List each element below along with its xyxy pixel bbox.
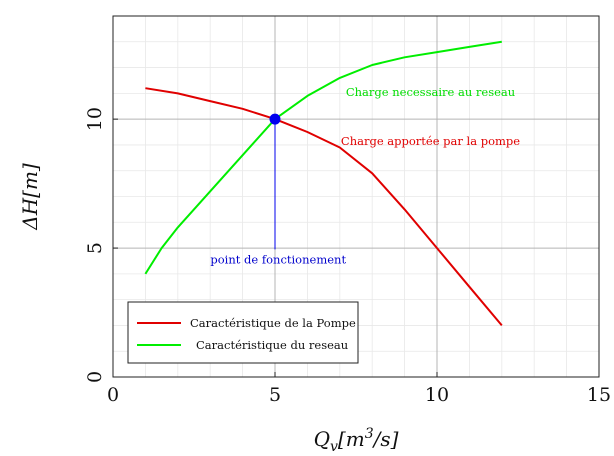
legend-box bbox=[127, 301, 359, 364]
y-tick-label: 0 bbox=[84, 371, 106, 383]
minor-grid bbox=[113, 15, 599, 377]
series-layer bbox=[144, 40, 503, 327]
ticks-layer: 0 5 10 15 0 5 10 bbox=[84, 107, 611, 406]
x-tick-label: 15 bbox=[587, 384, 611, 406]
y-tick-label: 10 bbox=[84, 107, 106, 131]
legend: Caractéristique de la Pompe Caractéristi… bbox=[127, 301, 359, 364]
y-axis-title: ΔH[m] bbox=[18, 163, 42, 231]
x-tick-label: 5 bbox=[269, 384, 281, 406]
operating-point-marker bbox=[269, 113, 281, 125]
x-tick-label: 10 bbox=[425, 384, 449, 406]
annotations-layer: Charge necessaire au reseau Charge apport… bbox=[210, 85, 520, 267]
x-axis-title: Qv[m3/s] bbox=[314, 426, 399, 455]
annotation-1: Charge apportée par la pompe bbox=[341, 134, 520, 148]
y-tick-label: 5 bbox=[84, 242, 106, 254]
marker-layer bbox=[269, 113, 281, 250]
series-line-1 bbox=[144, 40, 502, 275]
legend-entry-reseau: Caractéristique du reseau bbox=[196, 338, 348, 352]
series-line-0 bbox=[145, 87, 503, 327]
legend-entry-pompe: Caractéristique de la Pompe bbox=[190, 316, 356, 330]
annotation-2: point de fonctionement bbox=[210, 253, 346, 267]
annotation-0: Charge necessaire au reseau bbox=[346, 85, 515, 99]
x-tick-label: 0 bbox=[107, 384, 119, 406]
plot-frame bbox=[112, 15, 600, 378]
